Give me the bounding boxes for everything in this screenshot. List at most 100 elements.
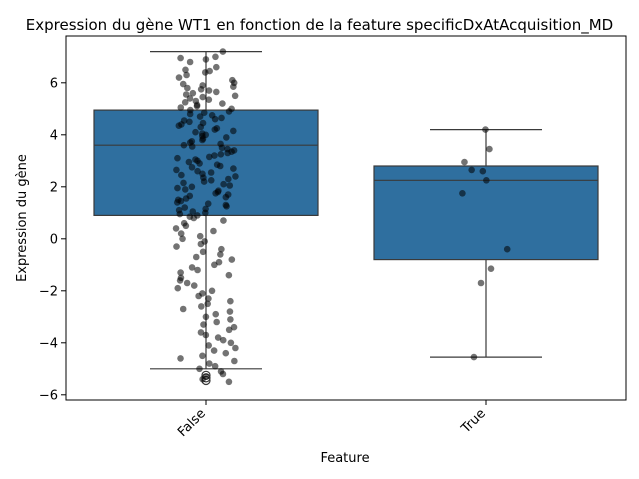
data-point: [200, 321, 207, 328]
data-point: [202, 313, 210, 321]
data-point: [174, 154, 181, 162]
data-point: [232, 173, 239, 180]
plot-area: −6 −4 −2 0 2 4 6 False True: [39, 35, 627, 440]
data-point: [184, 84, 191, 92]
data-point: [211, 115, 219, 123]
data-point: [227, 339, 235, 347]
data-point: [197, 86, 205, 93]
data-point: [180, 141, 188, 149]
data-point: [223, 203, 230, 210]
data-point: [231, 92, 239, 100]
data-point: [231, 357, 238, 365]
data-point: [204, 200, 212, 207]
data-point: [207, 169, 215, 176]
y-tick-label: 6: [50, 76, 58, 91]
data-point: [199, 375, 206, 383]
data-point: [213, 63, 220, 71]
data-point: [205, 295, 212, 302]
data-point: [222, 193, 230, 201]
data-point: [186, 118, 193, 126]
y-tick-label: 4: [50, 128, 58, 143]
data-point: [212, 310, 220, 318]
data-point: [177, 269, 184, 276]
data-point: [220, 180, 227, 188]
data-point: [219, 100, 226, 107]
data-point: [182, 66, 189, 74]
y-tick-label: −6: [39, 388, 58, 403]
data-point: [197, 123, 205, 131]
data-point: [188, 183, 196, 191]
data-point: [200, 109, 208, 116]
data-point: [193, 102, 201, 110]
data-point: [205, 87, 213, 94]
data-point: [214, 334, 222, 341]
data-point: [205, 96, 213, 103]
data-point: [225, 175, 232, 183]
data-point: [225, 378, 233, 386]
data-point: [232, 344, 239, 352]
data-point: [183, 71, 190, 79]
data-point: [175, 122, 183, 129]
data-point: [199, 248, 207, 256]
data-point: [172, 225, 180, 232]
data-point: [192, 128, 199, 136]
data-point: [180, 179, 187, 187]
data-point: [182, 195, 190, 202]
x-tick-label: False: [175, 406, 209, 440]
data-point: [192, 253, 200, 261]
data-point: [230, 83, 237, 90]
data-point: [205, 153, 213, 161]
data-point: [176, 277, 184, 284]
data-point: [230, 165, 237, 172]
data-point: [223, 134, 230, 141]
data-point: [197, 303, 205, 310]
data-point: [195, 292, 202, 300]
data-point: [175, 74, 183, 81]
data-point: [486, 145, 493, 153]
data-point: [219, 370, 227, 378]
data-point: [178, 171, 185, 179]
data-point: [199, 93, 207, 101]
data-point: [199, 352, 206, 360]
y-tick-label: 2: [50, 180, 58, 195]
data-point: [177, 355, 184, 362]
data-point: [201, 69, 209, 76]
data-point: [176, 210, 184, 218]
y-tick-label: −2: [39, 284, 58, 299]
data-point: [186, 58, 194, 66]
data-point: [179, 235, 186, 243]
data-point: [179, 80, 187, 88]
data-point: [205, 342, 213, 349]
data-point: [174, 284, 182, 292]
data-point: [205, 360, 213, 367]
data-point: [173, 243, 180, 250]
data-point: [213, 318, 220, 326]
data-point: [225, 108, 233, 115]
data-point: [197, 329, 205, 336]
data-point: [183, 279, 191, 287]
data-point: [188, 164, 196, 171]
data-point: [217, 251, 224, 258]
data-point: [173, 199, 181, 206]
data-point: [190, 214, 198, 222]
data-point: [461, 158, 468, 166]
data-point: [200, 178, 208, 185]
data-point: [196, 113, 204, 120]
data-point: [207, 177, 215, 184]
box-false: [93, 109, 319, 217]
data-point: [477, 279, 485, 287]
data-point: [189, 208, 197, 215]
data-point: [177, 230, 185, 237]
y-tick-label: −4: [39, 336, 58, 351]
data-point: [482, 126, 489, 133]
data-point: [188, 143, 196, 150]
data-point: [185, 158, 193, 166]
data-point: [211, 261, 218, 269]
data-point: [468, 166, 475, 174]
data-point: [212, 190, 219, 197]
data-point: [181, 186, 189, 193]
data-point: [194, 266, 201, 274]
data-point: [179, 305, 187, 313]
data-point: [204, 300, 211, 308]
data-point: [219, 336, 227, 344]
